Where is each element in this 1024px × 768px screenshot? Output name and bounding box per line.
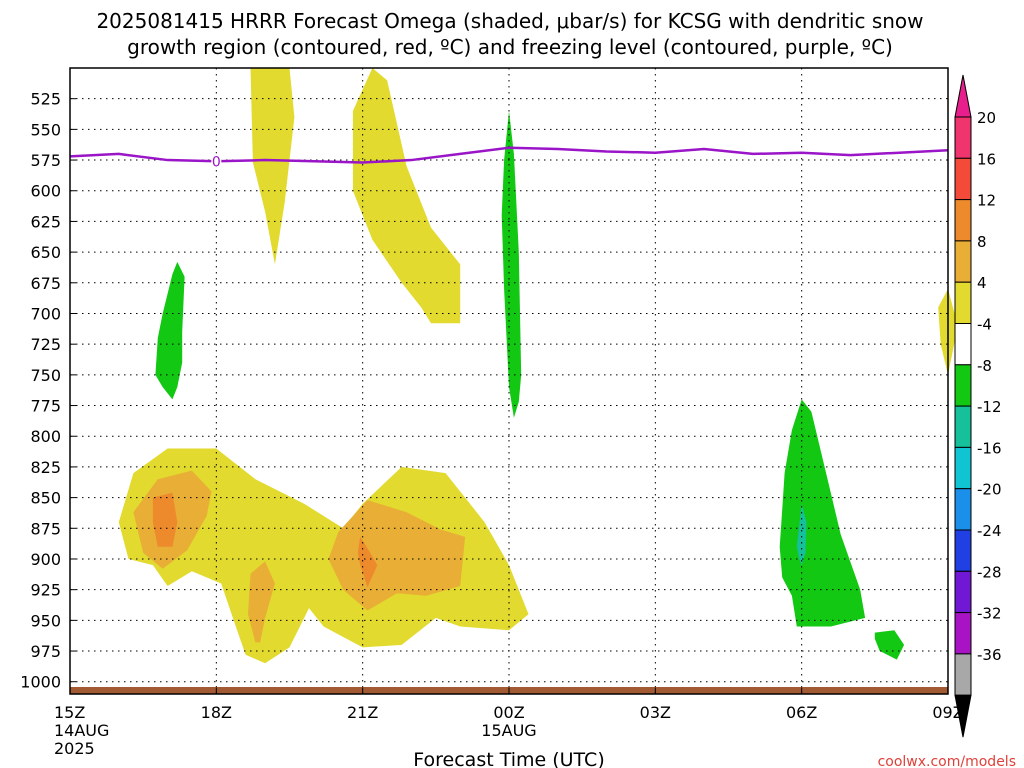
colorbar-bin-6	[954, 323, 972, 366]
credit-text: coolwx.com/models	[878, 754, 1016, 768]
omega-region-14	[796, 503, 807, 566]
omega-region-8	[152, 492, 178, 547]
colorbar-label-5: 4	[977, 274, 987, 292]
x-tick-label-15-1: 06Z	[786, 703, 817, 722]
x-tick-label-12-1: 03Z	[640, 703, 671, 722]
y-axis-ticks: 525 550 575 600 625 650 675 700 725 750 775 800 825 8…	[20, 90, 76, 692]
y-tick-label-650: 650	[30, 243, 61, 262]
freezing-level-label-bg	[211, 153, 222, 170]
colorbar-label-3: 12	[977, 192, 996, 210]
colorbar-label-9: -16	[977, 439, 1002, 457]
colorbar-label-10: -20	[977, 481, 1002, 499]
omega-region-12	[779, 399, 866, 627]
y-tick-label-850: 850	[30, 489, 61, 508]
chart-grid	[70, 68, 948, 694]
y-tick-label-875: 875	[30, 519, 61, 538]
y-tick-label-750: 750	[30, 366, 61, 385]
y-tick-label-925: 925	[30, 581, 61, 600]
colorbar: 20 16 12 8 4 -4 -8 -12 -16 -20 -24 -28 -32 -36	[954, 74, 1002, 738]
x-tick-label-0-3: 2025	[54, 739, 95, 758]
colorbar-bin-5	[954, 281, 972, 325]
colorbar-label-7: -8	[977, 357, 992, 375]
colorbar-bin-4	[954, 240, 972, 283]
y-tick-label-625: 625	[30, 212, 61, 231]
colorbar-bin-8	[954, 405, 972, 448]
colorbar-bin-7	[954, 364, 972, 407]
y-tick-label-950: 950	[30, 611, 61, 630]
colorbar-bin-14	[954, 653, 972, 696]
colorbar-bin-13	[954, 612, 972, 655]
colorbar-bin-1	[954, 116, 972, 159]
colorbar-bin-12	[954, 570, 972, 614]
x-tick-label-6-1: 21Z	[347, 703, 378, 722]
y-tick-label-675: 675	[30, 274, 61, 293]
y-tick-label-975: 975	[30, 642, 61, 661]
y-tick-label-775: 775	[30, 397, 61, 416]
x-tick-label-3-1: 18Z	[201, 703, 232, 722]
chart-title-line-1: 2025081415 HRRR Forecast Omega (shaded, …	[96, 9, 923, 33]
colorbar-label-14: -36	[977, 646, 1002, 664]
x-axis-label: Forecast Time (UTC)	[413, 749, 604, 768]
omega-shaded-regions	[118, 68, 958, 664]
omega-region-6	[328, 500, 466, 611]
y-tick-label-550: 550	[30, 120, 61, 139]
y-tick-label-700: 700	[30, 304, 61, 323]
x-tick-label-18-1: 09Z	[932, 703, 963, 722]
y-tick-label-825: 825	[30, 458, 61, 477]
colorbar-label-12: -28	[977, 563, 1002, 581]
y-tick-label-900: 900	[30, 550, 61, 569]
colorbar-label-13: -32	[977, 605, 1002, 623]
omega-region-13	[874, 630, 905, 660]
colorbar-label-1: 20	[977, 109, 996, 127]
x-tick-label-0-2: 14AUG	[54, 721, 109, 740]
colorbar-label-8: -12	[977, 398, 1002, 416]
colorbar-label-4: 8	[977, 233, 987, 251]
colorbar-bin-11	[954, 529, 972, 572]
omega-region-7	[248, 561, 275, 643]
x-tick-label-0-1: 15Z	[54, 703, 85, 722]
colorbar-bin-9	[954, 446, 972, 490]
colorbar-bin-3	[954, 199, 972, 242]
y-tick-label-800: 800	[30, 427, 61, 446]
y-tick-label-525: 525	[30, 90, 61, 109]
omega-region-11	[501, 111, 522, 418]
colorbar-label-2: 16	[977, 150, 996, 168]
y-tick-label-600: 600	[30, 182, 61, 201]
x-tick-label-9-1: 00Z	[493, 703, 524, 722]
omega-region-10	[155, 261, 185, 400]
colorbar-top-cap	[954, 74, 972, 118]
colorbar-label-6: -4	[977, 316, 992, 334]
x-tick-label-9-2: 15AUG	[481, 721, 536, 740]
freezing-level-label: 0	[212, 154, 221, 170]
omega-region-1	[250, 68, 295, 265]
chart-title-line-2: growth region (contoured, red, ºC) and f…	[127, 35, 893, 59]
colorbar-label-11: -24	[977, 522, 1002, 540]
y-tick-label-1000: 1000	[20, 673, 61, 692]
omega-region-4	[118, 448, 529, 664]
freezing-level-contour: 0	[69, 146, 949, 170]
y-tick-label-725: 725	[30, 335, 61, 354]
omega-region-2	[352, 68, 461, 324]
colorbar-bottom-cap	[954, 694, 972, 738]
colorbar-bin-10	[954, 488, 972, 531]
y-tick-label-575: 575	[30, 151, 61, 170]
colorbar-bin-2	[954, 157, 972, 201]
